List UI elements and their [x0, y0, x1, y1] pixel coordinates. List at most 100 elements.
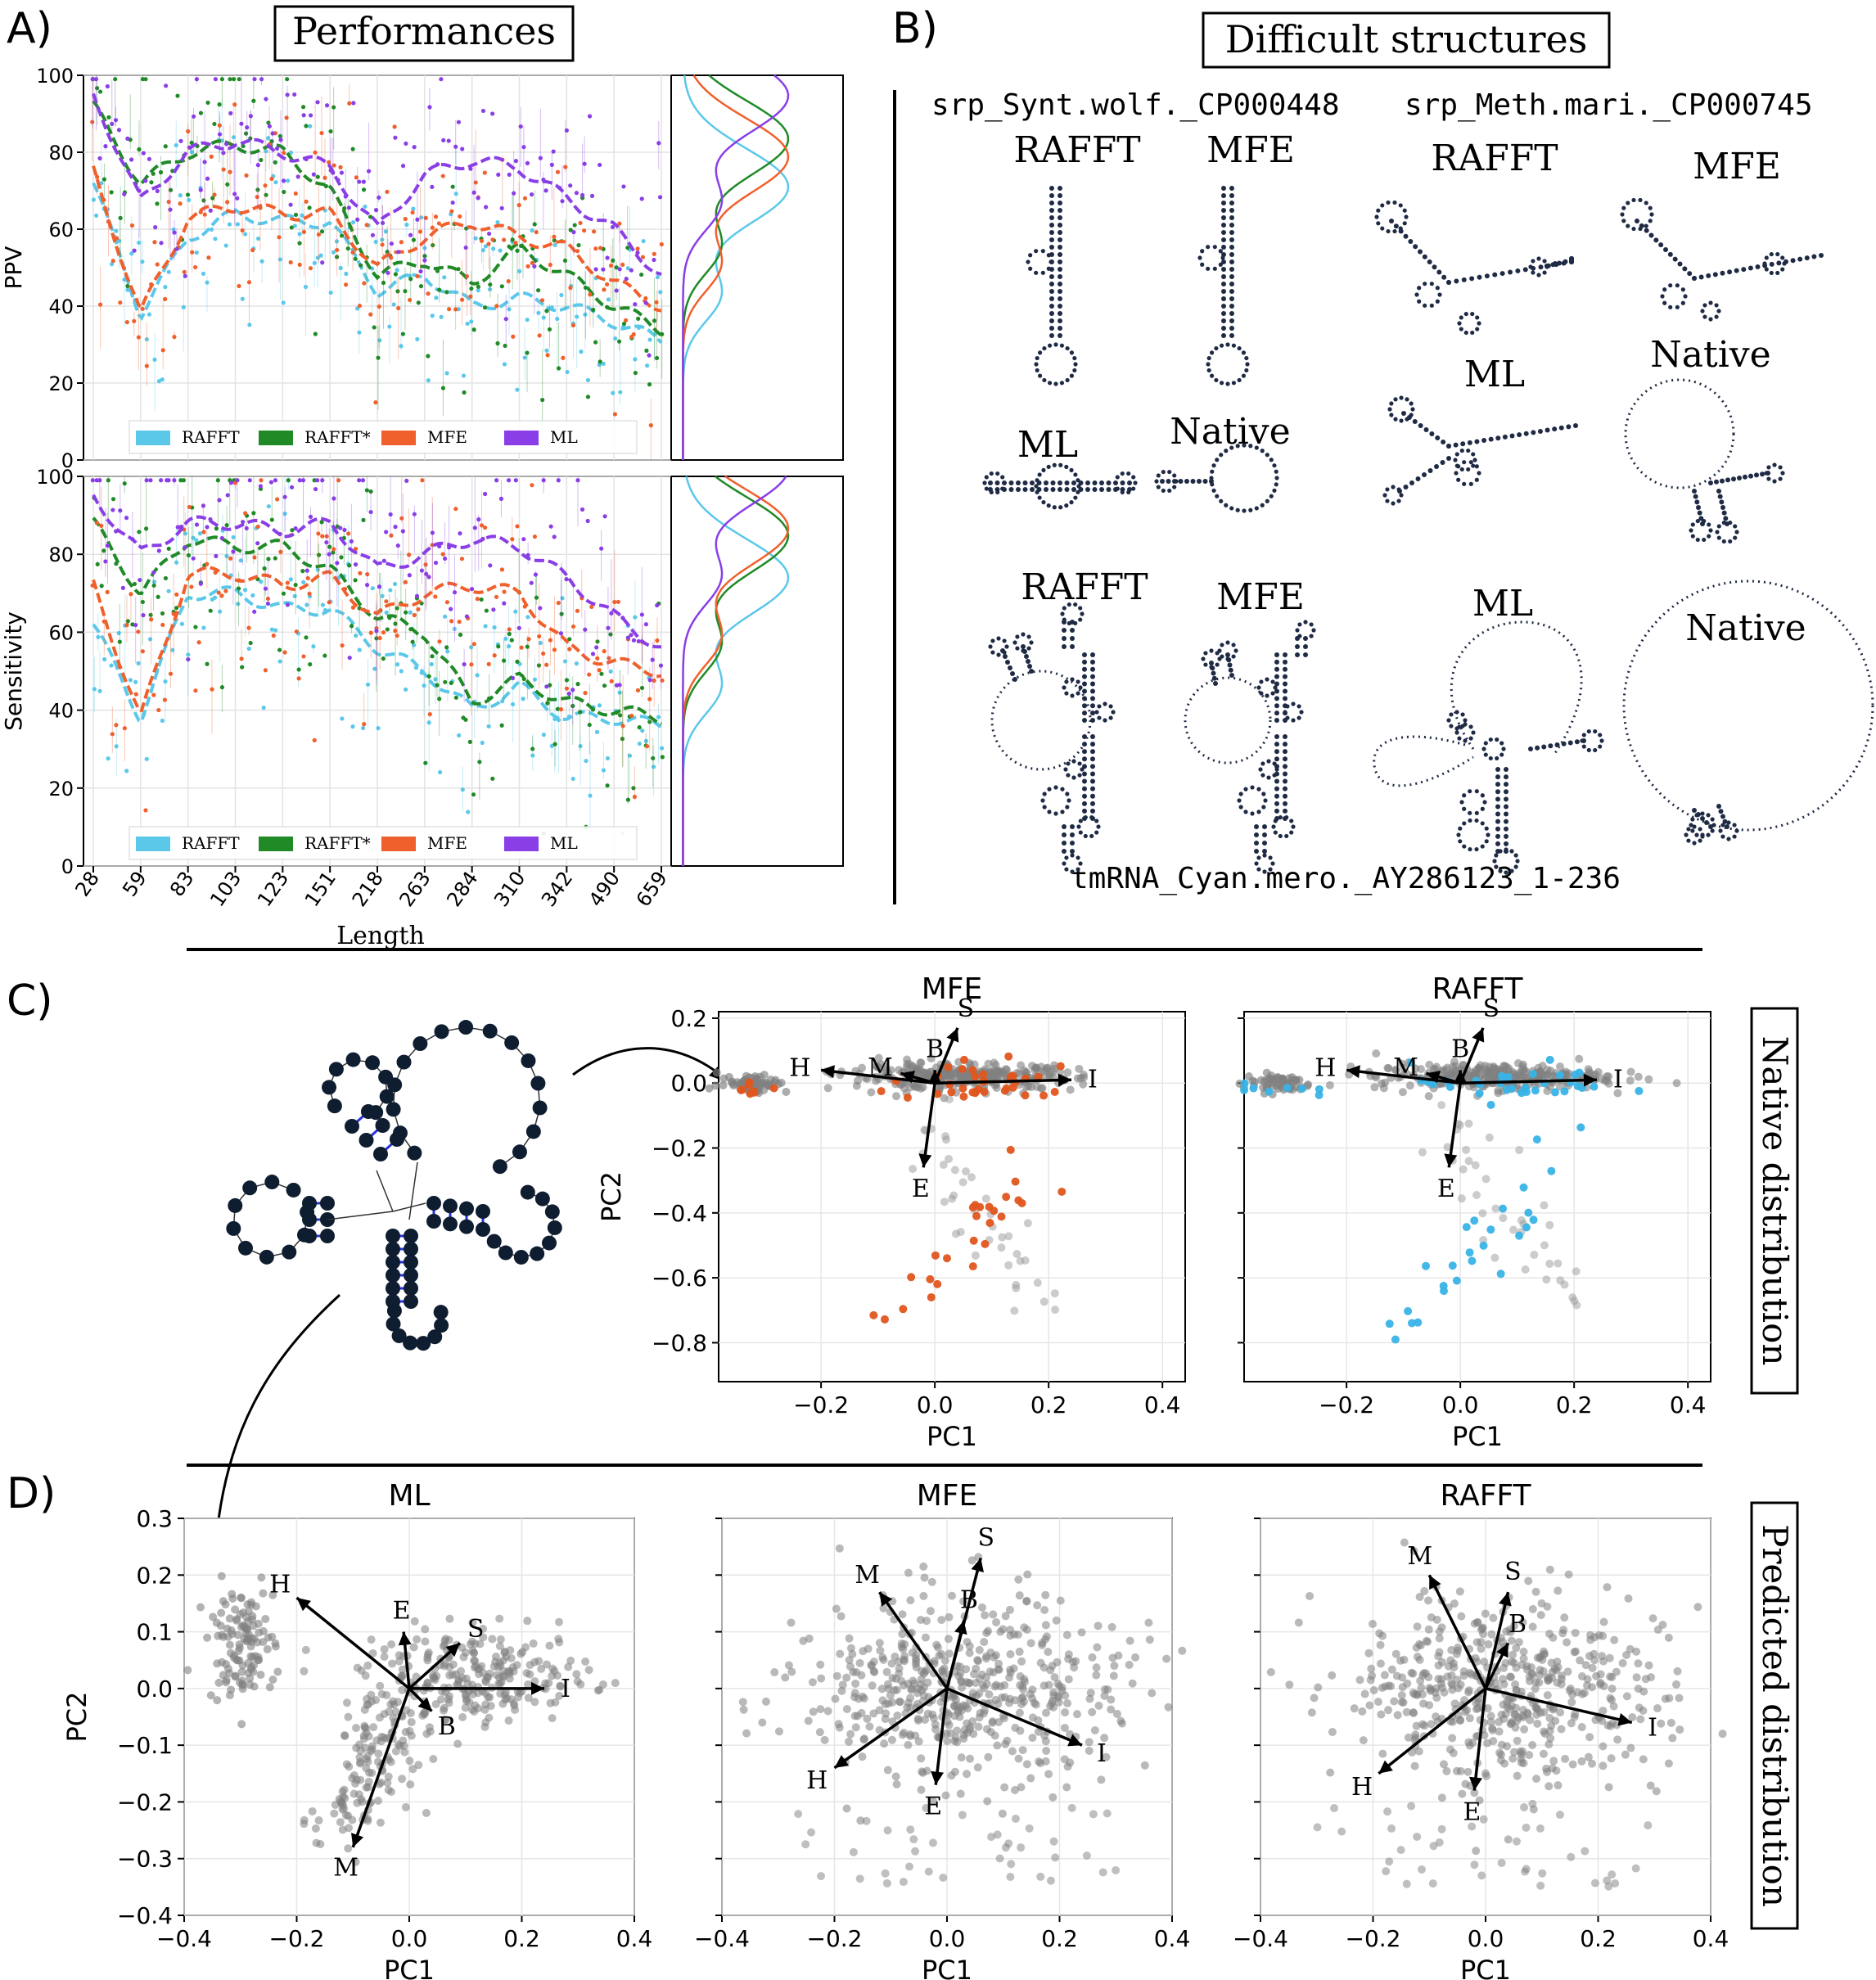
nucleotide	[1274, 674, 1279, 679]
example-3-name: tmRNA_Cyan.mero._AY286123_1-236	[1071, 862, 1621, 895]
data-point	[907, 1273, 916, 1282]
data-point	[548, 524, 553, 529]
data-point	[895, 1664, 904, 1673]
data-point	[433, 677, 438, 682]
nucleotide	[1581, 744, 1586, 749]
data-point	[515, 524, 520, 529]
nucleotide	[1221, 186, 1226, 191]
nucleotide	[1483, 741, 1488, 746]
data-point	[469, 286, 474, 291]
nucleotide	[1047, 787, 1052, 792]
nucleotide	[1283, 764, 1287, 769]
data-point	[453, 307, 458, 312]
data-point	[357, 179, 362, 184]
data-point	[213, 1659, 222, 1668]
nucleotide	[1274, 476, 1279, 480]
data-point	[141, 613, 146, 618]
data-point	[395, 543, 400, 548]
nucleotide	[1483, 752, 1488, 757]
nucleotide	[1094, 830, 1099, 835]
data-point	[93, 77, 99, 82]
data-point	[647, 697, 652, 701]
nucleotide	[1291, 701, 1296, 706]
nucleotide	[1468, 846, 1472, 852]
nucleotide	[1454, 452, 1459, 457]
nucleotide	[1015, 634, 1020, 639]
nucleotide	[1015, 646, 1020, 651]
data-point	[629, 633, 634, 638]
data-point	[522, 196, 528, 201]
nucleotide	[1008, 665, 1012, 670]
data-point	[652, 678, 656, 683]
nucleotide	[1256, 787, 1261, 792]
data-point	[525, 264, 530, 268]
nucleotide	[995, 489, 1000, 495]
loading-label: I	[561, 1675, 570, 1703]
structure-label: MFE	[1693, 146, 1781, 187]
data-point	[992, 1617, 1001, 1626]
nucleotide	[1462, 821, 1467, 826]
nucleotide	[1663, 247, 1668, 252]
nucleotide	[1229, 230, 1234, 235]
data-point	[392, 581, 398, 587]
nucleotide	[1241, 350, 1247, 355]
data-point	[817, 1674, 826, 1683]
data-point	[352, 1775, 361, 1784]
nucleotide	[1220, 643, 1224, 647]
nucleotide	[413, 1036, 428, 1052]
data-point	[116, 630, 121, 636]
panel-b-label: B)	[892, 4, 938, 53]
data-point	[835, 1544, 844, 1553]
data-point	[994, 1666, 1003, 1675]
nucleotide	[1058, 274, 1062, 279]
nucleotide	[1274, 786, 1279, 792]
data-point	[473, 236, 478, 241]
data-point	[510, 701, 516, 707]
nucleotide	[988, 644, 993, 649]
data-point	[116, 128, 122, 133]
data-point	[297, 478, 302, 483]
data-point	[525, 350, 530, 355]
x-tick-label: 103	[205, 867, 246, 911]
data-point	[217, 123, 222, 128]
nucleotide	[1274, 734, 1279, 739]
data-point	[187, 504, 192, 510]
data-point	[873, 1063, 882, 1072]
nucleotide	[259, 1249, 274, 1265]
nucleotide	[1090, 718, 1095, 723]
data-point	[525, 318, 530, 322]
data-point	[655, 638, 660, 643]
data-point	[370, 232, 376, 237]
nucleotide	[1078, 480, 1084, 485]
data-point	[562, 258, 568, 263]
nucleotide	[1259, 679, 1264, 684]
nucleotide	[1266, 759, 1271, 764]
data-point	[770, 1078, 779, 1087]
data-point	[1042, 1746, 1051, 1755]
nucleotide	[1156, 485, 1161, 489]
data-point	[393, 272, 398, 277]
nucleotide	[1454, 726, 1459, 731]
nucleotide	[1567, 740, 1573, 746]
data-point	[761, 1078, 770, 1087]
data-point	[544, 309, 549, 313]
data-point	[1422, 1261, 1431, 1270]
data-point	[308, 514, 313, 519]
nucleotide	[1052, 505, 1057, 510]
data-point	[163, 679, 168, 684]
data-point	[584, 1666, 593, 1675]
data-point	[439, 314, 444, 319]
data-point	[543, 188, 548, 193]
nucleotide	[486, 1234, 502, 1249]
nucleotide	[1499, 741, 1504, 746]
nucleotide	[1811, 254, 1817, 259]
data-point	[351, 219, 356, 225]
data-point	[593, 340, 598, 345]
nucleotide	[1049, 230, 1054, 235]
data-point	[570, 703, 575, 709]
data-point	[1554, 1259, 1563, 1268]
data-point	[411, 237, 417, 242]
data-point	[471, 1639, 480, 1648]
data-point	[927, 1577, 936, 1586]
nucleotide	[1593, 728, 1598, 734]
